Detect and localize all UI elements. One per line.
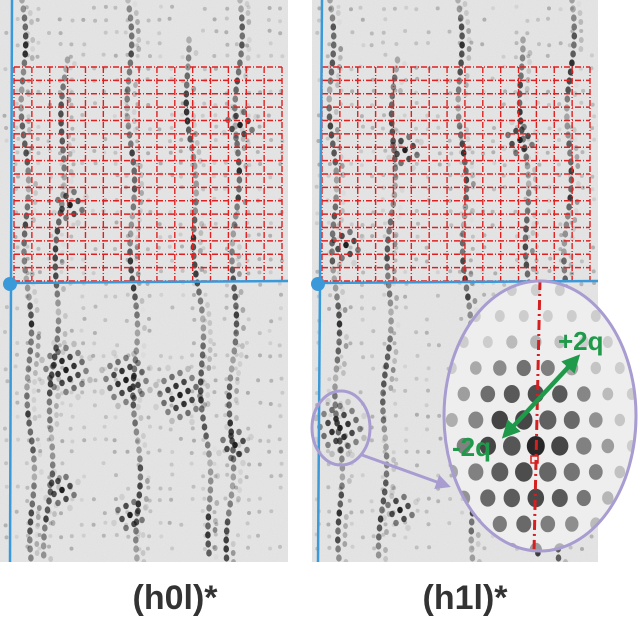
inset-spot <box>540 360 555 376</box>
inset-spot <box>551 489 568 507</box>
inset-spot <box>539 410 557 430</box>
inset-spot <box>457 386 470 402</box>
inset-spot <box>626 492 636 504</box>
inset-spot <box>590 361 601 375</box>
inset-spot <box>554 284 565 296</box>
inset-spot <box>566 310 577 322</box>
inset-spot <box>626 336 636 348</box>
inset-spot <box>516 515 532 533</box>
inset-spot <box>589 412 603 428</box>
inset-spot <box>518 310 529 322</box>
indexing-grid <box>321 66 591 282</box>
inset-symmetry-axis <box>532 281 542 551</box>
panel-label-h0l: (h0l)* <box>132 579 218 617</box>
inset-spot <box>614 413 625 427</box>
inset-center-marker <box>530 455 539 464</box>
inset-spot <box>563 411 580 429</box>
callout-line <box>361 453 451 489</box>
inset-spot <box>540 515 556 533</box>
inset-spot <box>578 336 589 348</box>
panel-label-h1l: (h1l)* <box>422 579 508 617</box>
plus-2q-label: +2q <box>558 326 604 356</box>
inset-spot <box>614 310 625 322</box>
inset-spot <box>552 385 568 403</box>
inset-spot <box>539 462 557 482</box>
inset-spot <box>551 436 569 456</box>
inset-spot <box>445 413 458 427</box>
inset-spot <box>602 387 614 401</box>
inset-spot <box>515 462 533 482</box>
inset-spot <box>480 489 496 507</box>
inset-spot <box>456 437 471 455</box>
inset-spot <box>614 465 626 479</box>
selection-ellipse <box>310 389 372 467</box>
inset-spot <box>482 336 493 348</box>
inset-spot <box>626 284 636 296</box>
panel-h0l <box>0 0 288 562</box>
inset-spot <box>503 436 521 456</box>
inset-spot <box>554 335 566 349</box>
inset-spot <box>626 544 636 551</box>
inset-spot <box>491 462 509 482</box>
inset-spot <box>506 335 518 349</box>
inset-spot <box>493 360 507 376</box>
origin-dot-right <box>311 277 325 291</box>
origin-dot-left <box>3 277 17 291</box>
inset-spot <box>602 491 614 505</box>
minus-2q-label: -2q <box>452 432 491 462</box>
inset-spot <box>576 437 592 455</box>
inset-spot <box>527 488 545 508</box>
inset-spot <box>480 385 496 403</box>
inset-spot <box>590 310 601 322</box>
inset-spot <box>468 463 484 481</box>
inset-spot <box>602 544 613 551</box>
inset-spot <box>479 436 496 456</box>
inset-spot <box>614 362 625 374</box>
inset-spot <box>503 488 520 508</box>
inset-spot <box>588 464 603 480</box>
inset-spot <box>491 410 509 430</box>
inset-spot <box>576 489 591 507</box>
inset-spot <box>614 518 625 530</box>
inset-spot <box>577 386 591 402</box>
modulation-arrow <box>501 354 581 439</box>
inset-border <box>442 279 638 553</box>
inset-spot <box>563 462 580 482</box>
inset-spot <box>494 310 505 322</box>
inset-spot <box>492 515 507 533</box>
inset-spot <box>470 361 482 375</box>
inset-spot <box>601 438 615 454</box>
inset-spot <box>542 310 553 322</box>
inset-spot <box>602 336 613 348</box>
horizontal-axis-line <box>7 279 288 285</box>
inset-spot <box>565 516 579 532</box>
inset-spot <box>530 284 541 296</box>
inset-spot <box>468 411 484 429</box>
inset-spot <box>602 284 613 296</box>
inset-spot <box>503 385 520 403</box>
inset-spot <box>516 359 531 377</box>
